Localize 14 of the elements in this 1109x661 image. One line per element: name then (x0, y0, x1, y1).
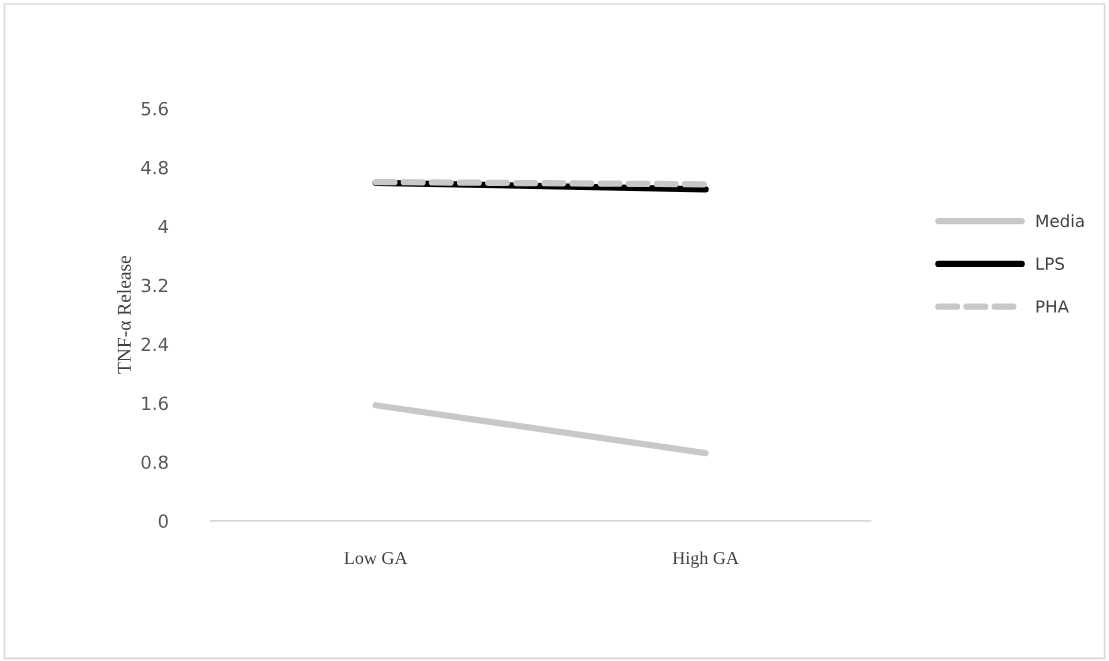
y-tick-label: 0 (158, 514, 168, 528)
y-tick-label: 4.8 (141, 160, 168, 175)
legend-label: Media (1036, 214, 1084, 228)
legend-label: PHA (1036, 300, 1069, 313)
y-tick-label: 5.6 (141, 101, 168, 116)
y-tick-label: 4 (158, 219, 169, 234)
y-tick-label: 3.2 (141, 278, 168, 293)
legend-label: LPS (1036, 257, 1065, 270)
x-tick-label: High GA (672, 551, 739, 568)
y-tick-label: 2.4 (141, 337, 169, 351)
y-tick-label: 0.8 (141, 455, 168, 470)
y-tick-label: 1.6 (142, 396, 168, 411)
y-axis-title: TNF-α Release (117, 255, 131, 374)
x-tick-label: Low GA (344, 552, 408, 565)
